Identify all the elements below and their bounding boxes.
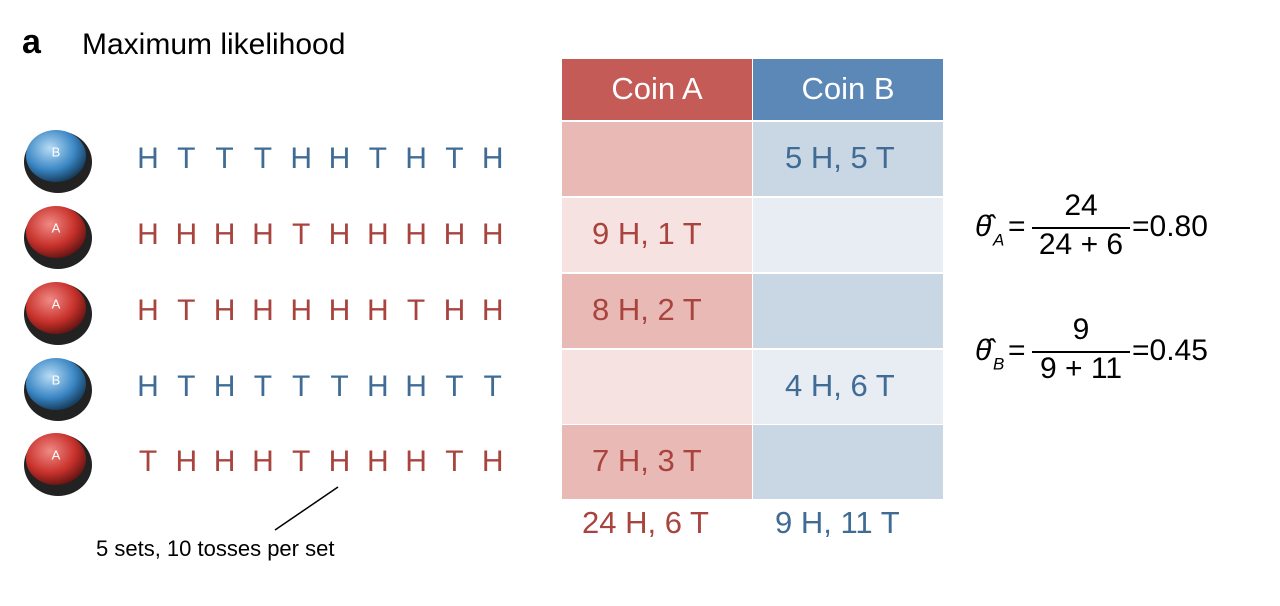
toss: T: [369, 142, 387, 175]
coin: [26, 433, 86, 485]
coin: [26, 206, 86, 258]
toss: H: [214, 370, 236, 403]
toss: H: [137, 294, 159, 327]
table-cell: [753, 122, 943, 196]
toss: H: [252, 294, 274, 327]
coin-letter: A: [52, 220, 61, 235]
table-cell: [753, 350, 943, 424]
toss: H: [214, 294, 236, 327]
table-cell: [753, 425, 943, 499]
toss: H: [405, 142, 427, 175]
toss: H: [252, 445, 274, 478]
table-cell: [562, 425, 752, 499]
toss: H: [290, 294, 312, 327]
header-text: Coin A: [611, 71, 703, 106]
title: Maximum likelihood: [82, 28, 345, 61]
toss: T: [292, 370, 310, 403]
header-cell: [753, 59, 943, 120]
toss: H: [405, 218, 427, 251]
toss: T: [445, 370, 463, 403]
toss: H: [329, 294, 351, 327]
toss: H: [329, 142, 351, 175]
numerator: 24: [1064, 189, 1097, 222]
symbol: θ̂: [975, 210, 996, 243]
toss: H: [367, 218, 389, 251]
toss: H: [137, 370, 159, 403]
toss: H: [367, 294, 389, 327]
toss: H: [444, 294, 466, 327]
symbol: θ̂: [975, 334, 996, 367]
total-text: 9 H, 11 T: [775, 505, 900, 540]
toss: T: [177, 370, 195, 403]
coin-letter: B: [52, 372, 61, 387]
header-cell: [562, 59, 752, 120]
toss: H: [482, 294, 504, 327]
toss: T: [445, 142, 463, 175]
panel-label: a: [22, 23, 42, 61]
toss: H: [252, 218, 274, 251]
toss: H: [175, 218, 197, 251]
table-cell: [562, 122, 752, 196]
table-cell: [562, 274, 752, 348]
toss: H: [444, 218, 466, 251]
result: =0.80: [1132, 210, 1208, 243]
coin: [26, 358, 86, 410]
toss: T: [445, 445, 463, 478]
toss: H: [329, 445, 351, 478]
toss: H: [214, 445, 236, 478]
toss: H: [367, 445, 389, 478]
table-cell: [753, 198, 943, 272]
coin: [26, 282, 86, 334]
toss: T: [484, 370, 502, 403]
toss: H: [482, 218, 504, 251]
table-cell: [753, 274, 943, 348]
cell-text: 8 H, 2 T: [592, 292, 702, 327]
toss: H: [175, 445, 197, 478]
cell-text: 4 H, 6 T: [785, 368, 895, 403]
header-text: Coin B: [801, 71, 894, 106]
cell-text: 5 H, 5 T: [785, 140, 895, 175]
cell-text: 9 H, 1 T: [592, 216, 702, 251]
toss: T: [292, 445, 310, 478]
denominator: 24 + 6: [1039, 228, 1123, 261]
subscript: B: [993, 354, 1004, 373]
coin: [26, 130, 86, 182]
equals: =: [1008, 334, 1026, 367]
result: =0.45: [1132, 334, 1208, 367]
coin-letter: A: [52, 447, 61, 462]
coin-letter: B: [52, 144, 61, 159]
cell-text: 7 H, 3 T: [592, 443, 702, 478]
toss: H: [137, 142, 159, 175]
toss: T: [177, 294, 195, 327]
toss: T: [139, 445, 157, 478]
toss: T: [407, 294, 425, 327]
table-cell: [562, 350, 752, 424]
toss: T: [177, 142, 195, 175]
numerator: 9: [1073, 313, 1090, 346]
toss: T: [215, 142, 233, 175]
toss: H: [290, 142, 312, 175]
toss: H: [482, 445, 504, 478]
coin-letter: A: [52, 296, 61, 311]
toss: T: [330, 370, 348, 403]
toss: H: [482, 142, 504, 175]
equals: =: [1008, 210, 1026, 243]
table-cell: [562, 198, 752, 272]
toss: H: [329, 218, 351, 251]
toss: H: [137, 218, 159, 251]
annotation: 5 sets, 10 tosses per set: [96, 536, 334, 561]
toss: H: [405, 370, 427, 403]
toss: H: [367, 370, 389, 403]
toss: H: [214, 218, 236, 251]
toss: T: [254, 142, 272, 175]
denominator: 9 + 11: [1040, 352, 1122, 385]
toss: T: [254, 370, 272, 403]
toss: T: [292, 218, 310, 251]
annotation-line: [274, 486, 339, 531]
toss: H: [405, 445, 427, 478]
total-text: 24 H, 6 T: [582, 505, 709, 540]
subscript: A: [992, 230, 1004, 249]
